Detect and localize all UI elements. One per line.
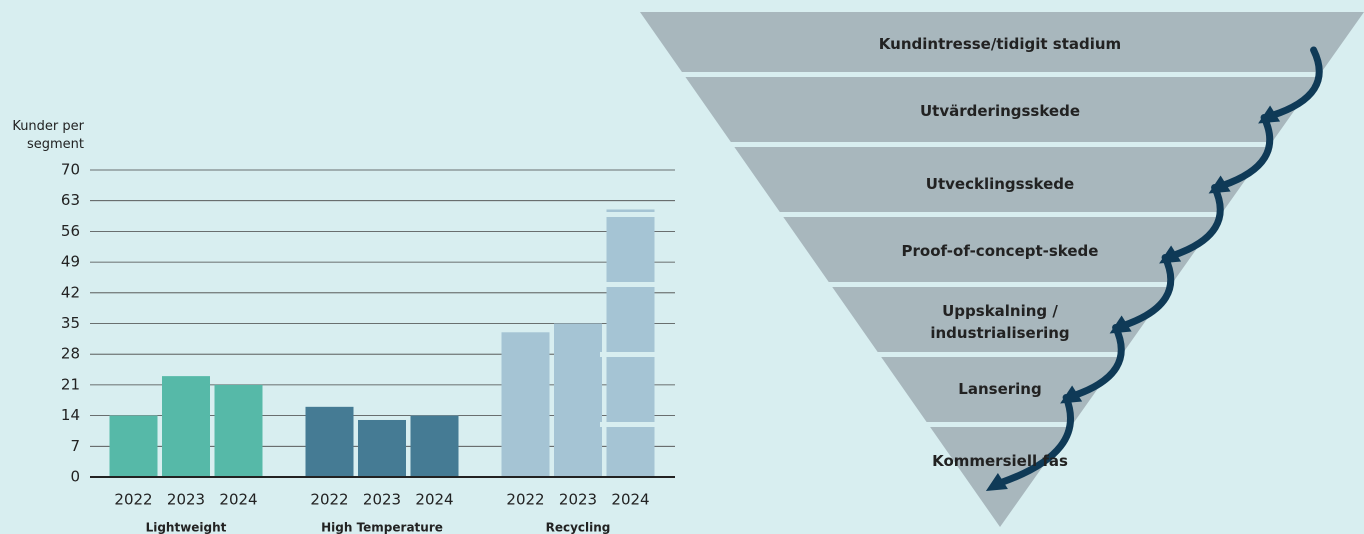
x-tick-label: 2024 — [219, 491, 257, 509]
y-tick-label: 7 — [70, 437, 80, 455]
bar — [305, 406, 354, 477]
stage-arrow — [1219, 114, 1274, 189]
bar — [554, 323, 602, 477]
funnel-stage: Utvärderingsskede — [919, 102, 1081, 120]
stage-arrowhead — [985, 473, 1008, 491]
y-tick-label: 14 — [61, 406, 80, 424]
bar — [214, 384, 263, 477]
y-tick-label: 56 — [61, 222, 80, 240]
funnel-stage: Lansering — [958, 380, 1042, 398]
bar — [162, 376, 210, 477]
group-label: High Temperature — [321, 521, 443, 534]
y-tick-label: 63 — [61, 191, 80, 209]
y-tick-label: 35 — [61, 314, 80, 332]
group-label: Recycling — [546, 521, 611, 534]
bar — [109, 415, 158, 477]
funnel-stage: Utvecklingsskede — [925, 175, 1075, 193]
stage-arrow — [1268, 46, 1323, 119]
funnel-separator — [600, 282, 1364, 287]
x-tick-label: 2022 — [310, 491, 348, 509]
funnel-separator — [600, 212, 1364, 217]
bar — [410, 415, 459, 477]
bar — [501, 332, 550, 477]
x-tick-label: 2023 — [167, 491, 205, 509]
x-tick-label: 2023 — [559, 491, 597, 509]
y-tick-label: 42 — [61, 283, 80, 301]
funnel-stage: Kundintresse/tidigit stadium — [878, 35, 1122, 53]
bar — [358, 419, 406, 477]
funnel-stage: Uppskalning / industrialisering — [930, 302, 1070, 342]
x-tick-label: 2024 — [415, 491, 453, 509]
funnel-separator — [600, 142, 1364, 147]
x-tick-label: 2022 — [506, 491, 544, 509]
funnel-stage: Kommersiell fas — [932, 452, 1068, 470]
funnel-separator — [600, 352, 1364, 357]
x-tick-label: 2023 — [363, 491, 401, 509]
x-tick-label: 2022 — [114, 491, 152, 509]
bar — [606, 209, 655, 477]
y-tick-label: 49 — [61, 253, 80, 271]
y-axis-label: Kunder per segment — [12, 119, 84, 152]
group-label: Lightweight — [146, 521, 227, 534]
stage-arrow — [1070, 324, 1125, 399]
y-tick-label: 21 — [61, 375, 80, 393]
y-tick-label: 28 — [61, 345, 80, 363]
funnel-separator — [600, 422, 1364, 427]
stage-arrow — [996, 394, 1074, 487]
funnel — [640, 12, 1364, 527]
funnel-stage: Proof-of-concept-skede — [901, 242, 1099, 260]
y-tick-label: 0 — [70, 468, 80, 486]
stage-arrow — [1169, 184, 1224, 259]
x-tick-label: 2024 — [611, 491, 649, 509]
y-tick-label: 70 — [61, 161, 80, 179]
funnel-separator — [600, 72, 1364, 77]
stage-arrow — [1120, 254, 1175, 329]
